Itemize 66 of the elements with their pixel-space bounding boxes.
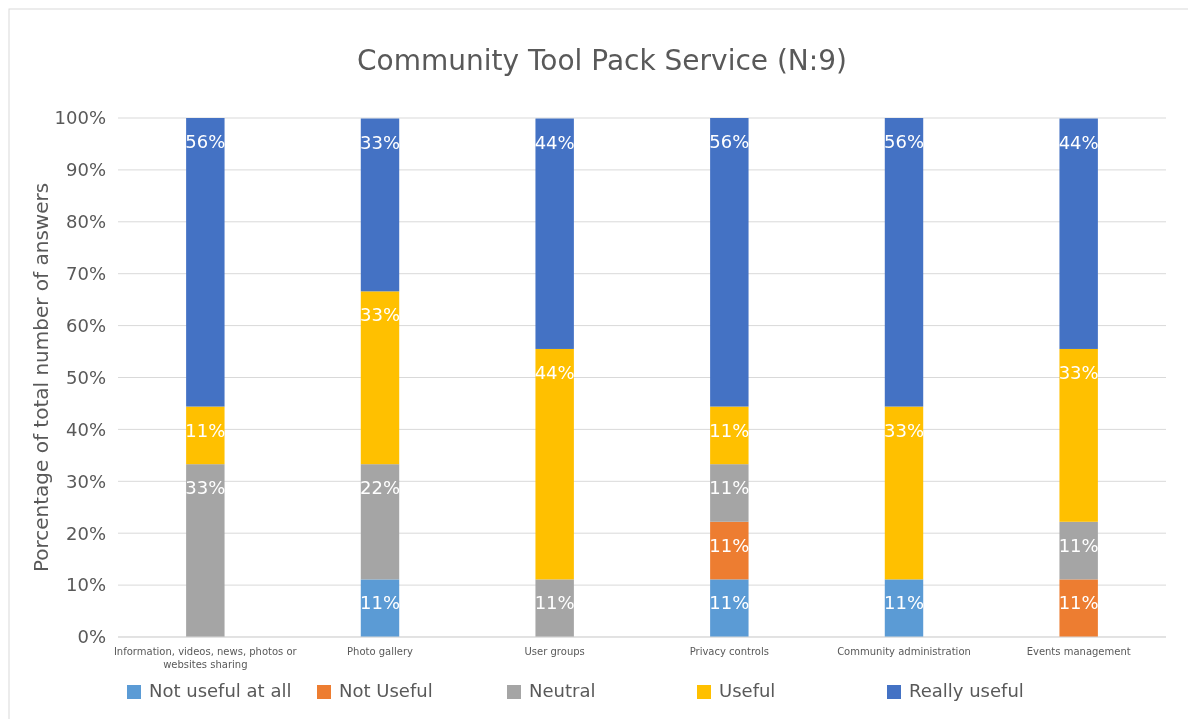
data-label: 56% bbox=[185, 131, 226, 152]
data-label: 56% bbox=[883, 131, 925, 152]
data-label: 11% bbox=[883, 592, 925, 614]
x-tick-label: Privacy controls bbox=[689, 646, 769, 657]
data-label: 11% bbox=[709, 419, 750, 441]
data-label: 11% bbox=[709, 477, 750, 499]
legend-label: Useful bbox=[719, 680, 776, 701]
bar bbox=[884, 406, 924, 580]
y-tick-label: 90% bbox=[65, 159, 106, 181]
data-label: 11% bbox=[709, 534, 750, 556]
bar bbox=[1059, 521, 1098, 580]
chart-title: Community Tool Pack Service (N:9) bbox=[357, 44, 847, 77]
bar bbox=[186, 118, 225, 407]
bar bbox=[1059, 348, 1098, 522]
bar bbox=[535, 118, 574, 349]
data-label: 11% bbox=[1058, 592, 1099, 614]
legend-label: Neutral bbox=[529, 680, 596, 701]
x-tick-label: Events management bbox=[1026, 646, 1131, 657]
legend-label: Really useful bbox=[909, 680, 1024, 701]
bar bbox=[535, 348, 574, 580]
y-tick-label: 30% bbox=[65, 470, 106, 492]
x-tick-label: Photo gallery bbox=[347, 646, 414, 657]
y-tick-label: 80% bbox=[65, 211, 106, 233]
bar bbox=[884, 118, 924, 407]
data-label: 33% bbox=[883, 419, 925, 441]
data-label: 11% bbox=[1058, 534, 1099, 556]
bar bbox=[360, 464, 400, 580]
bar bbox=[535, 579, 574, 637]
bar bbox=[710, 406, 749, 465]
legend-label: Not Useful bbox=[339, 680, 433, 701]
y-tick-label: 100% bbox=[54, 107, 106, 129]
data-label: 33% bbox=[359, 304, 401, 326]
y-tick-label: 0% bbox=[77, 626, 106, 648]
bar bbox=[360, 118, 400, 292]
bar bbox=[710, 118, 749, 407]
y-axis-title: Porcentage of total number of answers bbox=[29, 182, 53, 573]
legend-label: Not useful at all bbox=[149, 680, 292, 701]
data-label: 11% bbox=[534, 592, 575, 614]
y-tick-label: 60% bbox=[65, 314, 106, 336]
data-label: 44% bbox=[1058, 131, 1099, 153]
y-tick-label: 20% bbox=[65, 522, 106, 544]
data-label: 44% bbox=[534, 131, 575, 153]
data-label: 33% bbox=[185, 477, 226, 499]
bar bbox=[710, 521, 749, 580]
x-tick-label: User groups bbox=[524, 646, 585, 657]
x-tick-label: Information, videos, news, photos or websites sharing bbox=[113, 646, 298, 670]
data-label: 56% bbox=[709, 131, 750, 152]
data-label: 11% bbox=[359, 592, 401, 614]
y-tick-label: 40% bbox=[65, 418, 106, 440]
y-tick-label: 50% bbox=[65, 366, 106, 388]
bar bbox=[710, 464, 749, 522]
x-tick-label: Community administration bbox=[837, 646, 971, 657]
data-label: 44% bbox=[534, 361, 575, 383]
y-tick-label: 10% bbox=[65, 574, 106, 596]
bar bbox=[710, 579, 749, 637]
y-tick-label: 70% bbox=[65, 263, 106, 284]
bar bbox=[1059, 579, 1098, 637]
bar bbox=[1059, 118, 1098, 349]
data-label: 33% bbox=[1058, 361, 1099, 383]
bar bbox=[186, 464, 225, 637]
data-label: 11% bbox=[709, 592, 750, 614]
data-label: 22% bbox=[359, 477, 401, 499]
data-label: 11% bbox=[185, 419, 226, 441]
bar bbox=[360, 291, 400, 465]
data-label: 33% bbox=[359, 131, 401, 153]
bar bbox=[186, 406, 225, 465]
